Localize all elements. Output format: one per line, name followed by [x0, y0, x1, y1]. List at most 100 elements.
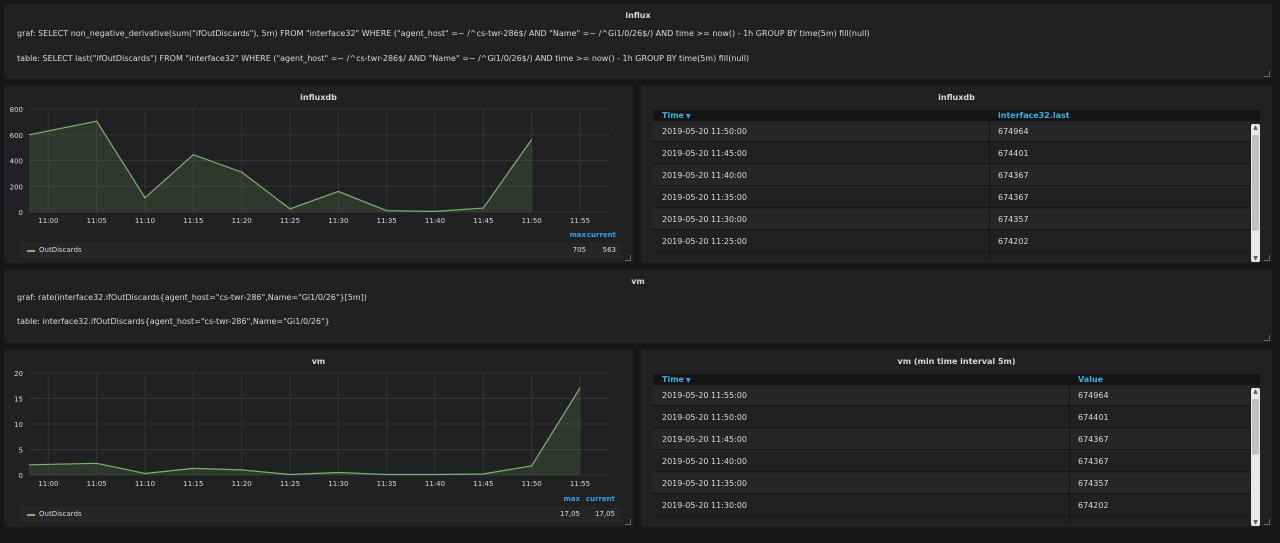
legend-max-header[interactable]: max	[569, 231, 586, 239]
y-tick-label: 400	[10, 158, 23, 166]
column-header-value[interactable]: Value	[1078, 375, 1104, 384]
y-tick-label: 0	[19, 472, 23, 480]
column-header-time[interactable]: Time ▼	[662, 375, 691, 384]
x-tick-label: 11:00	[38, 217, 58, 225]
resize-handle[interactable]	[625, 255, 631, 261]
column-header-time-label: Time	[662, 375, 684, 384]
column-header-time-label: Time	[662, 111, 684, 120]
x-tick-label: 11:15	[183, 480, 203, 488]
cell-time: 2019-05-20 11:35:00	[662, 479, 747, 488]
table-row[interactable]: 2019-05-20 11:55:00 674964	[653, 385, 1250, 406]
y-tick-label: 600	[10, 132, 23, 140]
panel-title[interactable]: influx	[625, 11, 651, 20]
y-tick-label: 20	[14, 370, 23, 378]
panel-title[interactable]: influxdb	[300, 93, 337, 102]
vm-table-query: table: interface32.ifOutDiscards{agent_h…	[17, 317, 330, 326]
legend-series-name[interactable]: OutDiscards	[39, 510, 82, 518]
table-row[interactable]: 2019-05-20 11:50:00 674401	[653, 407, 1250, 428]
data-table: Time ▼ interface32.last 2019-05-20 11:50:…	[653, 110, 1260, 260]
x-tick-label: 11:40	[425, 217, 445, 225]
column-header-value[interactable]: interface32.last	[998, 111, 1070, 120]
x-tick-label: 11:35	[377, 480, 397, 488]
table-row[interactable]: 2019-05-20 11:40:00 674367	[653, 451, 1250, 472]
scroll-down-icon[interactable]: ▼	[1253, 255, 1258, 262]
table-row[interactable]: 2019-05-20 11:40:00 674367	[653, 165, 1250, 186]
cell-value: 674367	[998, 193, 1029, 202]
cell-value: 674401	[998, 149, 1029, 158]
resize-handle[interactable]	[1264, 335, 1270, 341]
influx-graph-chart[interactable]: 0 200 400 600 800 11:00 11:05 11:10 11:15 11:20 11…	[4, 86, 633, 236]
series-color-swatch[interactable]	[27, 250, 35, 252]
legend-max-header[interactable]: max	[563, 495, 580, 503]
cell-time: 2019-05-20 11:50:00	[662, 127, 747, 136]
legend-series-name[interactable]: OutDiscards	[39, 246, 82, 254]
resize-handle[interactable]	[1264, 255, 1270, 261]
resize-handle[interactable]	[1264, 519, 1270, 525]
series-line[interactable]	[28, 387, 581, 476]
table-row[interactable]: 2019-05-20 11:30:00 674202	[653, 495, 1250, 516]
y-tick-label: 0	[19, 209, 23, 217]
vm-graph-panel: vm 0 5 10 15 20 11:00 11:05 11:10 11:15 11:20 11:2…	[4, 350, 633, 527]
y-tick-label: 800	[10, 106, 23, 114]
influx-graph-query: graf: SELECT non_negative_derivative(sum…	[17, 29, 870, 38]
sort-desc-icon: ▼	[685, 377, 691, 384]
cell-time: 2019-05-20 11:45:00	[662, 435, 747, 444]
legend-current-value: 563	[602, 246, 616, 254]
x-tick-label: 11:05	[87, 217, 107, 225]
legend-current-header[interactable]: current	[586, 231, 616, 239]
table-header: Time ▼ interface32.last	[653, 110, 1260, 121]
scroll-up-icon[interactable]: ▲	[1253, 388, 1258, 395]
cell-time: 2019-05-20 11:45:00	[662, 149, 747, 158]
table-row[interactable]: 2019-05-20 11:30:00 674357	[653, 209, 1250, 230]
legend-current-value: 17,05	[594, 510, 615, 518]
x-tick-label: 11:55	[570, 217, 590, 225]
series-color-swatch[interactable]	[27, 514, 35, 516]
table-row[interactable]: 2019-05-20 11:45:00 674367	[653, 429, 1250, 450]
series-line[interactable]	[28, 120, 533, 213]
legend-current-header[interactable]: current	[585, 495, 615, 503]
table-row[interactable]: 2019-05-20 11:25:00 674202	[653, 231, 1250, 252]
table-scrollbar[interactable]: ▲ ▼	[1251, 388, 1260, 526]
data-table: Time ▼ Value 2019-05-20 11:55:00 674964 201…	[653, 374, 1260, 524]
influx-table-query: table: SELECT last("ifOutDiscards") FROM…	[17, 54, 750, 63]
resize-handle[interactable]	[1264, 71, 1270, 77]
cell-value: 674367	[1078, 457, 1109, 466]
cell-value: 674357	[1078, 479, 1109, 488]
y-tick-label: 10	[14, 421, 23, 429]
cell-value: 674964	[1078, 391, 1109, 400]
y-tick-label: 15	[14, 396, 23, 404]
cell-value: 674367	[998, 171, 1029, 180]
legend-max-value: 705	[572, 246, 586, 254]
table-row[interactable]: 2019-05-20 11:35:00 674367	[653, 187, 1250, 208]
x-tick-label: 11:10	[135, 480, 155, 488]
x-tick-label: 11:30	[328, 480, 348, 488]
scrollbar-thumb[interactable]	[1252, 135, 1259, 231]
panel-title[interactable]: vm	[311, 357, 326, 366]
x-tick-label: 11:25	[280, 217, 300, 225]
x-tick-label: 11:40	[425, 480, 445, 488]
vm-graph-chart[interactable]: 0 5 10 15 20 11:00 11:05 11:10 11:15 11:20 11:25 11…	[4, 350, 633, 500]
table-row[interactable]: 2019-05-20 11:45:00 674401	[653, 143, 1250, 164]
cell-value: 674401	[1078, 413, 1109, 422]
table-row[interactable]: 2019-05-20 11:50:00 674964	[653, 121, 1250, 142]
x-tick-label: 11:45	[473, 217, 493, 225]
x-tick-label: 11:20	[232, 217, 252, 225]
panel-title[interactable]: vm	[631, 277, 645, 286]
resize-handle[interactable]	[625, 519, 631, 525]
x-tick-label: 11:45	[473, 480, 493, 488]
table-row[interactable]: 2019-05-20 11:35:00 674357	[653, 473, 1250, 494]
y-tick-label: 200	[10, 183, 23, 191]
column-header-time[interactable]: Time ▼	[662, 111, 691, 120]
table-scrollbar[interactable]: ▲ ▼	[1251, 124, 1260, 262]
x-tick-label: 11:55	[570, 480, 590, 488]
scroll-down-icon[interactable]: ▼	[1253, 519, 1258, 526]
panel-title[interactable]: influxdb	[938, 93, 975, 102]
x-tick-label: 11:15	[183, 217, 203, 225]
x-tick-label: 11:50	[522, 217, 542, 225]
panel-title[interactable]: vm (min time interval 5m)	[897, 357, 1016, 366]
graph-legend: OutDiscards 705 563	[20, 243, 621, 258]
legend-max-value: 17,05	[559, 510, 580, 518]
cell-time: 2019-05-20 11:40:00	[662, 457, 747, 466]
scroll-up-icon[interactable]: ▲	[1253, 124, 1258, 131]
scrollbar-thumb[interactable]	[1252, 399, 1259, 455]
